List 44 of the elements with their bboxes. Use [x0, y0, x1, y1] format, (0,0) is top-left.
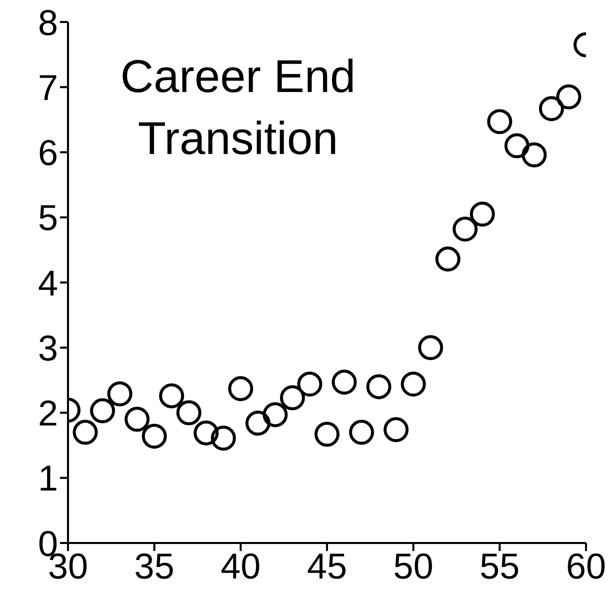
x-tick-label: 55 [480, 546, 520, 587]
point [487, 109, 512, 134]
x-tick-label: 40 [220, 546, 261, 587]
x-tick-label: 45 [306, 546, 348, 587]
point [90, 398, 116, 424]
point [124, 406, 150, 432]
point [72, 420, 98, 445]
y-tick-label: 4 [38, 262, 58, 304]
y-tick-label: 2 [38, 392, 58, 434]
point [349, 420, 374, 445]
point [176, 400, 202, 426]
point [538, 96, 564, 122]
y-tick-label: 3 [38, 327, 58, 368]
point [314, 422, 340, 447]
point [142, 424, 167, 449]
point [435, 246, 460, 272]
point [400, 372, 426, 397]
x-tick-label: 60 [566, 546, 606, 587]
point [194, 420, 219, 446]
point [384, 417, 409, 442]
point [504, 133, 530, 158]
point [262, 402, 288, 428]
x-tick-label: 35 [134, 546, 174, 587]
point [297, 372, 322, 397]
point [332, 370, 357, 395]
point [245, 410, 270, 436]
point [159, 383, 184, 408]
y-tick-label: 6 [38, 132, 58, 174]
y-tick-label: 8 [38, 2, 58, 43]
text: Career End Transition [119, 49, 357, 166]
x-tick-label: 50 [393, 546, 434, 587]
point [228, 376, 254, 402]
point [418, 335, 444, 360]
point [452, 216, 478, 242]
y-tick-label: 1 [38, 458, 58, 499]
point [280, 385, 305, 410]
point [366, 374, 392, 400]
y-tick-label: 5 [38, 197, 58, 238]
point [107, 381, 132, 406]
point [556, 84, 582, 110]
point [522, 142, 547, 168]
y-tick-label: 7 [38, 66, 58, 108]
point [470, 202, 495, 227]
point [210, 426, 236, 451]
